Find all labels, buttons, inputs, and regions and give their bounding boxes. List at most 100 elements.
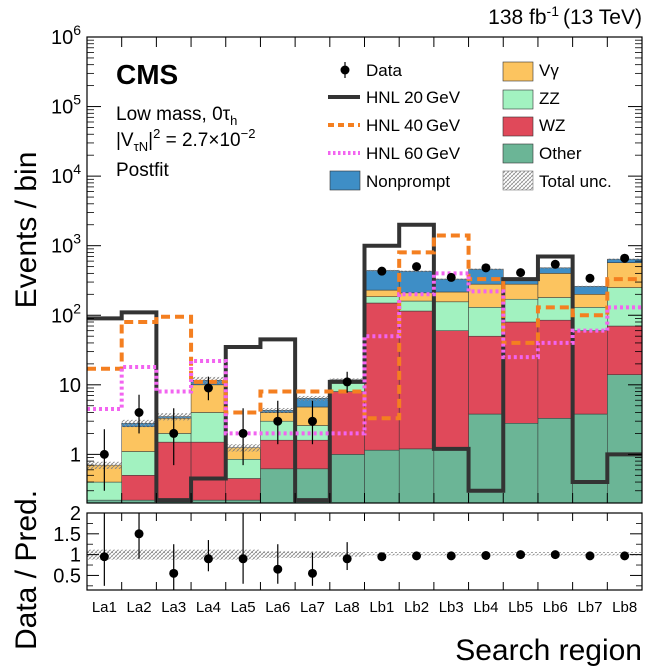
bar-other-Lb3 xyxy=(433,449,469,503)
ratio-point-Lb1 xyxy=(377,552,387,562)
bar-other-La7 xyxy=(294,468,331,503)
x-tick-label-La2: La2 xyxy=(127,599,152,616)
bar-v--Lb5 xyxy=(503,283,539,300)
legend-wz-entry: WZ xyxy=(502,116,565,137)
ratio-y-axis-title: Data / Pred. xyxy=(10,490,43,650)
y-axis-title: Events / bin xyxy=(10,152,43,309)
ratio-point-Lb5 xyxy=(516,550,526,560)
data-point-Lb6 xyxy=(550,259,560,269)
ratio-tick-label: 0.5 xyxy=(53,565,81,587)
svg-text:Total unc.: Total unc. xyxy=(539,172,612,191)
x-tick-label-Lb8: Lb8 xyxy=(612,599,637,616)
bar-other-La1 xyxy=(87,499,122,503)
svg-text:Vγ: Vγ xyxy=(539,61,559,80)
bar-v--Lb3 xyxy=(433,291,469,303)
bar-other-La4 xyxy=(190,499,226,503)
svg-text:Postfit: Postfit xyxy=(116,160,170,181)
y-tick-label: 105 xyxy=(51,92,81,119)
y-tick-label: 1 xyxy=(70,444,81,466)
ratio-point-Lb6 xyxy=(550,550,560,560)
data-point-La6 xyxy=(273,416,283,426)
bar-other-Lb8 xyxy=(607,374,642,503)
bar-zz-La2 xyxy=(121,451,157,476)
ratio-point-La2 xyxy=(134,529,144,539)
legend-hnl40-entry: HNL 40 GeV xyxy=(328,116,461,135)
data-point-Lb8 xyxy=(620,253,630,263)
bar-zz-Lb2 xyxy=(398,300,435,312)
bar-other-La8 xyxy=(329,454,365,503)
x-tick-label-La8: La8 xyxy=(335,599,360,616)
data-point-Lb2 xyxy=(412,262,422,272)
bar-zz-La4 xyxy=(190,412,226,443)
bar-other-La6 xyxy=(260,468,296,503)
bar-wz-La7 xyxy=(294,439,331,470)
bar-zz-Lb5 xyxy=(503,298,539,323)
ratio-point-La7 xyxy=(307,568,317,578)
legend-nonprompt-entry: Nonprompt xyxy=(329,170,450,191)
legend-hnl60-entry: HNL 60 GeV xyxy=(328,144,461,163)
bar-zz-Lb8 xyxy=(607,287,642,327)
ratio-tick-label: 1.5 xyxy=(53,524,81,546)
data-points xyxy=(99,253,630,491)
info-text: Low mass, 0τh |VτN|2 = 2.7×10−2 Postfit xyxy=(116,104,255,181)
bar-other-Lb6 xyxy=(537,418,573,503)
x-tick-label-La4: La4 xyxy=(196,599,221,616)
x-tick-label-Lb7: Lb7 xyxy=(577,599,602,616)
x-tick-label-La1: La1 xyxy=(92,599,117,616)
svg-text:Nonprompt: Nonprompt xyxy=(366,172,450,191)
bar-nonprompt-Lb2 xyxy=(398,270,435,294)
ratio-point-Lb2 xyxy=(412,551,422,561)
bar-v--Lb6 xyxy=(537,273,573,298)
data-point-Lb5 xyxy=(516,268,526,278)
y-tick-label: 106 xyxy=(51,22,81,49)
bar-wz-Lb1 xyxy=(364,302,400,451)
x-tick-labels: La1 La2 La3 La4 La5 La6 La7 La8 Lb1 Lb2 Lb3 Lb4 Lb5 L… xyxy=(92,599,637,616)
data-point-Lb1 xyxy=(377,266,387,276)
x-tick-label-La7: La7 xyxy=(300,599,325,616)
x-tick-label-La5: La5 xyxy=(231,599,256,616)
bar-wz-La5 xyxy=(225,478,261,501)
svg-text:Other: Other xyxy=(539,144,582,163)
data-point-La5 xyxy=(238,428,248,438)
experiment-label: CMS xyxy=(116,59,178,90)
x-tick-label-La6: La6 xyxy=(265,599,290,616)
legend: Data HNL 20 GeV HNL 40 GeV HNL 60 GeV Nonpr… xyxy=(328,61,612,191)
data-point-La8 xyxy=(342,377,352,387)
main-axis-ticks: 1 10 102 103 104 105 106 xyxy=(51,22,642,503)
bar-wz-Lb5 xyxy=(503,321,539,424)
data-point-Lb7 xyxy=(585,273,595,283)
y-tick-label: 103 xyxy=(51,231,81,258)
lumi-label: 138 fb-1 (13 TeV) xyxy=(488,3,642,29)
x-tick-label-Lb2: Lb2 xyxy=(404,599,429,616)
signal-line-hnl60 xyxy=(87,271,642,436)
legend-total-unc-entry: Total unc. xyxy=(502,170,612,191)
bar-v--Lb7 xyxy=(572,294,608,308)
unc-band-Lb2 xyxy=(399,270,434,273)
ratio-point-Lb4 xyxy=(481,550,491,560)
y-tick-label: 102 xyxy=(51,300,81,327)
x-tick-label-Lb3: Lb3 xyxy=(439,599,464,616)
svg-text:WZ: WZ xyxy=(539,116,565,135)
ratio-point-La3 xyxy=(169,568,179,578)
y-tick-label: 104 xyxy=(51,161,81,188)
legend-other-entry: Other xyxy=(502,143,582,164)
x-tick-label-Lb5: Lb5 xyxy=(508,599,533,616)
legend-hnl20-entry: HNL 20 GeV xyxy=(328,88,461,107)
bar-nonprompt-Lb7 xyxy=(572,286,608,295)
bar-wz-Lb2 xyxy=(398,310,435,450)
stacked-bars xyxy=(87,258,642,503)
ratio-tick-label: 2 xyxy=(70,503,81,525)
ratio-point-La5 xyxy=(238,554,248,564)
bar-v--Lb1 xyxy=(364,289,400,297)
svg-text:Data: Data xyxy=(366,61,402,80)
data-point-La2 xyxy=(134,407,144,417)
bar-zz-Lb3 xyxy=(433,301,469,331)
data-point-La1 xyxy=(99,449,109,459)
bar-zz-Lb7 xyxy=(572,307,608,331)
bar-wz-La8 xyxy=(329,391,365,455)
bar-other-La5 xyxy=(225,499,261,503)
x-tick-label-Lb6: Lb6 xyxy=(543,599,568,616)
